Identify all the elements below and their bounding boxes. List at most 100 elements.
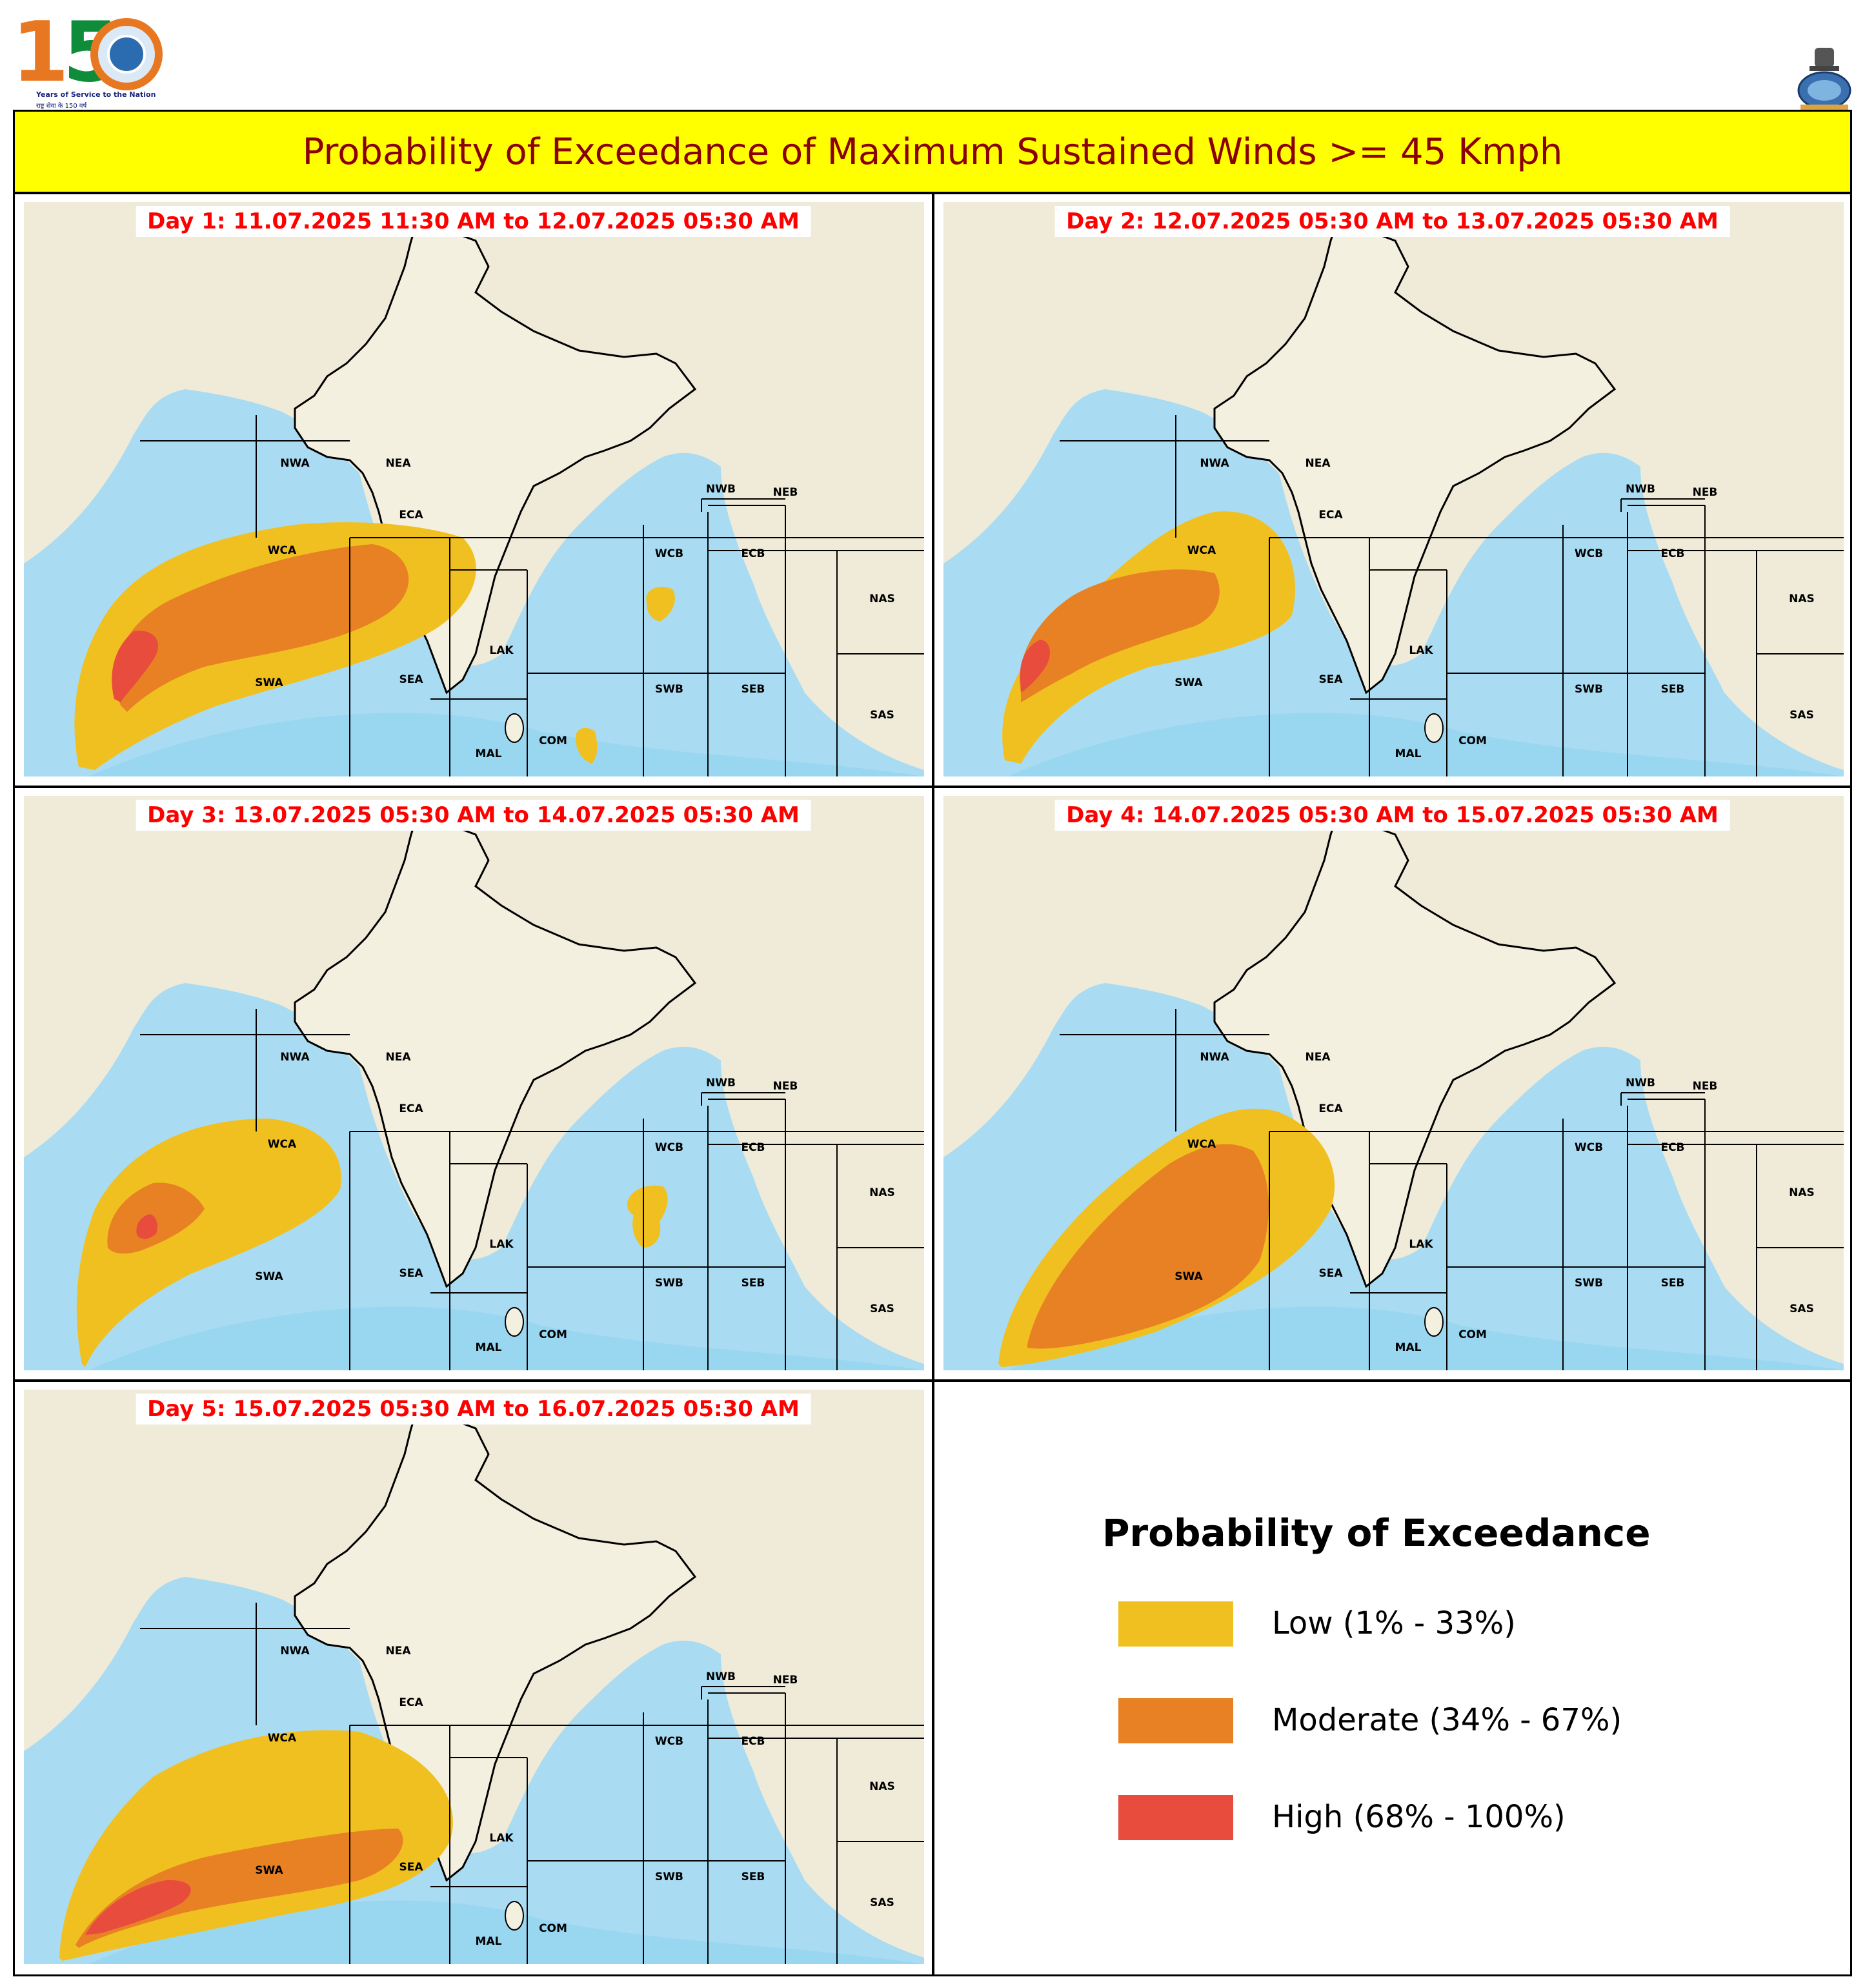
region-label-nwa: NWA — [1200, 1051, 1229, 1064]
moderate-probability-area — [76, 1829, 403, 1948]
imd-globe-icon — [90, 18, 163, 90]
deep-sea-area — [1008, 1306, 1844, 1370]
region-label-ecb: ECB — [741, 547, 765, 560]
region-label-nwb: NWB — [1626, 483, 1655, 496]
region-label-sea: SEA — [399, 673, 423, 686]
region-label-wca: WCA — [1187, 1138, 1216, 1151]
panel-day-3: NWA NEA ECA WCA SWA SEA LAK MAL COM WCB ECB NWB NEB N… — [13, 786, 934, 1381]
region-label-sas: SAS — [870, 1303, 894, 1315]
region-label-mal: MAL — [1395, 1341, 1422, 1354]
imd-150-years-logo: 15 Years of Service to the Nation राष्ट्… — [12, 12, 163, 110]
region-label-nwa: NWA — [280, 457, 310, 470]
region-label-sas: SAS — [870, 1896, 894, 1909]
region-label-nwa: NWA — [280, 1051, 310, 1064]
panel-day-4: NWA NEA ECA WCA SWA SEA LAK MAL COM WCB ECB NWB NEB N… — [932, 786, 1852, 1381]
region-label-lak: LAK — [1409, 1238, 1433, 1251]
region-label-com: COM — [539, 735, 567, 747]
legend-swatch-moderate — [1118, 1698, 1233, 1743]
map-svg-day-1: NWA NEA ECA WCA SWA SEA LAK MAL COM WCB ECB NWB NEB N… — [24, 202, 924, 776]
region-label-nas: NAS — [1789, 1186, 1815, 1199]
region-label-nwb: NWB — [706, 1670, 736, 1683]
region-label-swb: SWB — [1575, 1277, 1603, 1290]
region-label-ecb: ECB — [741, 1735, 765, 1748]
map-day-3: NWA NEA ECA WCA SWA SEA LAK MAL COM WCB ECB NWB NEB N… — [24, 796, 924, 1370]
region-label-ecb: ECB — [1660, 1141, 1684, 1154]
region-label-mal: MAL — [476, 1935, 502, 1948]
region-label-nas: NAS — [869, 593, 895, 605]
legend-swatch-high — [1118, 1795, 1233, 1840]
low-probability-area — [76, 1119, 341, 1367]
national-emblem-icon — [1795, 46, 1853, 111]
map-day-2: NWA NEA ECA WCA SWA SEA LAK MAL COM WCB ECB NWB NEB N… — [943, 202, 1844, 776]
day-1-label: Day 1: 11.07.2025 11:30 AM to 12.07.2025… — [136, 206, 811, 237]
region-label-nea: NEA — [1306, 1051, 1331, 1064]
moderate-probability-area — [116, 544, 409, 712]
high-probability-area — [85, 1880, 191, 1935]
region-label-wcb: WCB — [655, 1141, 683, 1154]
region-label-nwb: NWB — [706, 1077, 736, 1090]
region-label-neb: NEB — [773, 486, 798, 499]
region-label-lak: LAK — [489, 1238, 514, 1251]
map-svg-day-5: NWA NEA ECA WCA SWA SEA LAK MAL COM WCB ECB NWB NEB N… — [24, 1390, 924, 1964]
logo-tagline: Years of Service to the Nation — [36, 90, 156, 99]
region-label-seb: SEB — [741, 1277, 765, 1290]
region-label-com: COM — [1458, 1328, 1487, 1341]
region-label-sas: SAS — [870, 709, 894, 722]
region-label-nea: NEA — [386, 1645, 412, 1658]
region-label-lak: LAK — [489, 1832, 514, 1845]
sea-area — [24, 983, 924, 1370]
region-label-eca: ECA — [1318, 509, 1343, 522]
region-label-wca: WCA — [1187, 544, 1216, 557]
deep-sea-area — [88, 1900, 924, 1964]
map-day-4: NWA NEA ECA WCA SWA SEA LAK MAL COM WCB ECB NWB NEB N… — [943, 796, 1844, 1370]
region-label-seb: SEB — [741, 1871, 765, 1883]
india-outline — [294, 220, 697, 695]
region-label-sea: SEA — [399, 1861, 423, 1874]
region-label-sea: SEA — [1318, 1267, 1343, 1280]
region-label-ecb: ECB — [741, 1141, 765, 1154]
region-label-swa: SWA — [255, 1270, 283, 1283]
sri-lanka-outline — [505, 1901, 524, 1931]
map-svg-day-3: NWA NEA ECA WCA SWA SEA LAK MAL COM WCB ECB NWB NEB N… — [24, 796, 924, 1370]
region-label-nea: NEA — [1306, 457, 1331, 470]
india-outline — [294, 1408, 697, 1882]
region-label-seb: SEB — [1661, 1277, 1685, 1290]
region-label-swb: SWB — [1575, 683, 1603, 696]
region-label-sea: SEA — [1318, 673, 1343, 686]
india-outline — [294, 814, 697, 1288]
day-4-label: Day 4: 14.07.2025 05:30 AM to 15.07.2025… — [1054, 800, 1730, 831]
title-bar: Probability of Exceedance of Maximum Sus… — [13, 110, 1852, 194]
region-label-eca: ECA — [399, 1102, 423, 1115]
region-label-swb: SWB — [655, 1277, 683, 1290]
moderate-probability-area — [1027, 1144, 1269, 1349]
region-label-eca: ECA — [1318, 1102, 1343, 1115]
region-label-neb: NEB — [1693, 486, 1718, 499]
map-svg-day-4: NWA NEA ECA WCA SWA SEA LAK MAL COM WCB ECB NWB NEB N… — [943, 796, 1844, 1370]
sri-lanka-outline — [505, 1307, 524, 1337]
high-probability-area — [1020, 640, 1051, 693]
moderate-probability-area — [1020, 569, 1220, 702]
region-label-nas: NAS — [1789, 593, 1815, 605]
region-label-wcb: WCB — [655, 547, 683, 560]
sri-lanka-outline — [505, 713, 524, 743]
moderate-probability-area — [107, 1182, 205, 1254]
map-day-1: NWA NEA ECA WCA SWA SEA LAK MAL COM WCB ECB NWB NEB N… — [24, 202, 924, 776]
region-label-swa: SWA — [1174, 1270, 1203, 1283]
legend-label-high: High (68% - 100%) — [1272, 1799, 1566, 1835]
region-label-wca: WCA — [268, 1732, 297, 1745]
low-probability-area — [576, 727, 598, 764]
day-5-label: Day 5: 15.07.2025 05:30 AM to 16.07.2025… — [136, 1394, 811, 1425]
region-label-nwb: NWB — [706, 483, 736, 496]
map-day-5: NWA NEA ECA WCA SWA SEA LAK MAL COM WCB ECB NWB NEB N… — [24, 1390, 924, 1964]
region-label-nwa: NWA — [1200, 457, 1229, 470]
logo-digit-one: 1 — [12, 5, 69, 101]
region-label-neb: NEB — [773, 1674, 798, 1687]
region-label-wca: WCA — [268, 1138, 297, 1151]
region-label-ecb: ECB — [1660, 547, 1684, 560]
region-label-mal: MAL — [1395, 747, 1422, 760]
sri-lanka-outline — [1424, 1307, 1444, 1337]
legend-label-low: Low (1% - 33%) — [1272, 1605, 1516, 1641]
region-label-mal: MAL — [476, 747, 502, 760]
legend-panel: Probability of Exceedance Low (1% - 33%)… — [932, 1380, 1852, 1976]
region-label-swa: SWA — [255, 1864, 283, 1877]
